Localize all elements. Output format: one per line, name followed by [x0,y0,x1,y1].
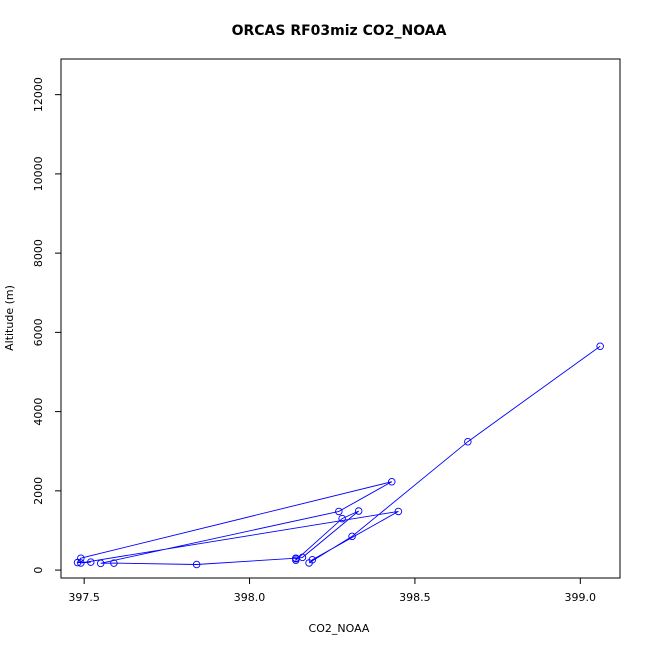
y-tick-label: 12000 [32,77,45,112]
data-point [77,559,85,567]
data-point [87,558,95,566]
y-tick-label: 6000 [32,318,45,346]
x-tick-label: 398.0 [234,591,266,604]
y-tick-label: 10000 [32,156,45,191]
y-tick-label: 8000 [32,239,45,267]
data-point [394,507,403,516]
data-point [596,342,604,350]
data-point [110,559,118,567]
data-point [292,554,300,563]
data-point [96,559,105,568]
chart-title: ORCAS RF03miz CO2_NOAA [232,23,447,39]
y-axis: 0 2000 4000 6000 8000 10000 12000 [32,77,62,574]
x-axis-label: CO2_NOAA [309,622,370,635]
series-line [76,345,601,565]
data-point [338,514,346,523]
data-point [464,437,472,446]
data-point [77,554,85,562]
y-tick-label: 2000 [32,477,45,505]
data-point [388,477,396,486]
y-axis-label: Altitude (m) [3,285,16,351]
x-tick-label: 398.5 [399,591,431,604]
series-layer [73,342,604,569]
data-point [335,507,343,516]
y-tick-label: 0 [32,567,45,574]
x-axis: 397.5 398.0 398.5 399.0 [68,577,597,604]
data-point [192,560,201,569]
data-point [308,556,317,564]
y-tick-label: 4000 [32,398,45,426]
plot-frame [60,58,621,579]
data-point [354,507,363,515]
x-tick-label: 399.0 [565,591,597,604]
data-point [348,532,356,541]
x-tick-label: 397.5 [68,591,100,604]
